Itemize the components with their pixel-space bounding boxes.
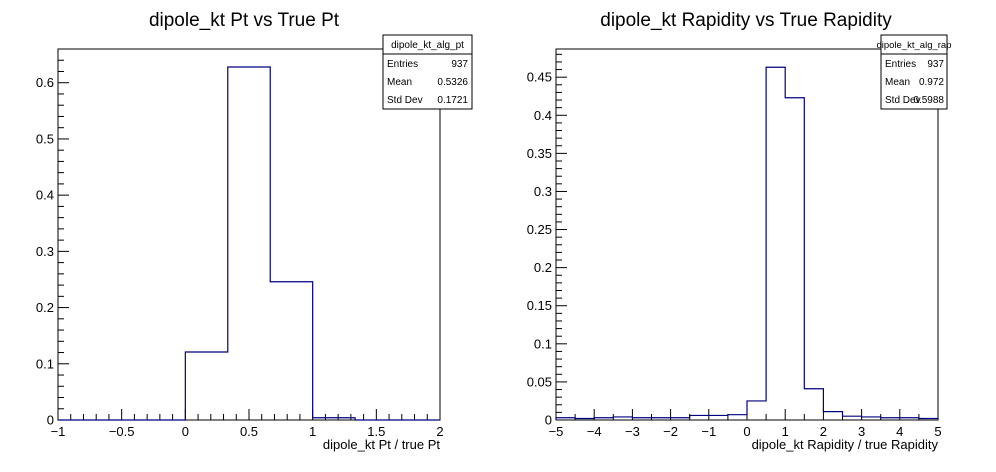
y-tick-label: 0.4 xyxy=(534,108,552,123)
y-tick-label: 0.25 xyxy=(527,222,552,237)
x-tick-label: 1 xyxy=(309,424,316,439)
stats-name: dipole_kt_alg_rap xyxy=(876,40,951,51)
chart-title: dipole_kt Rapidity vs True Rapidity xyxy=(600,10,892,31)
y-tick-label: 0.6 xyxy=(36,75,54,90)
x-tick-label: 0 xyxy=(743,424,750,439)
x-tick-label: 1 xyxy=(782,424,789,439)
y-tick-label: 0.3 xyxy=(534,184,552,199)
stats-stddev-label: Std Dev xyxy=(885,95,921,106)
x-tick-label: 3 xyxy=(858,424,865,439)
y-tick-label: 0 xyxy=(47,413,54,428)
y-tick-label: 0.2 xyxy=(36,300,54,315)
x-tick-label: 5 xyxy=(934,424,941,439)
x-tick-label: 4 xyxy=(896,424,903,439)
stats-entries-label: Entries xyxy=(885,59,916,70)
stats-entries-label: Entries xyxy=(387,59,418,70)
x-tick-label: −3 xyxy=(625,424,640,439)
stats-mean-value: 0.972 xyxy=(919,77,944,88)
x-axis-label: dipole_kt Pt / true Pt xyxy=(323,437,440,452)
y-tick-label: 0.15 xyxy=(527,298,552,313)
histogram-outline xyxy=(555,66,939,420)
x-tick-label: −1 xyxy=(51,424,66,439)
x-tick-label: 0 xyxy=(182,424,189,439)
y-tick-label: 0.2 xyxy=(534,260,552,275)
panel-pt: dipole_kt Pt vs True Pt −1 −0.5 0 0.5 1 1.5 2 0… xyxy=(36,10,473,452)
stats-entries-value: 937 xyxy=(927,59,944,70)
x-tick-label: 1.5 xyxy=(367,424,385,439)
stats-box: dipole_kt_alg_rap Entries 937 Mean 0.972… xyxy=(876,34,952,110)
y-tick-label: 0.1 xyxy=(534,336,552,351)
histogram-outline xyxy=(58,66,440,421)
x-axis-label: dipole_kt Rapidity / true Rapidity xyxy=(752,437,939,452)
x-tick-label: −2 xyxy=(663,424,678,439)
panel-rapidity: dipole_kt Rapidity vs True Rapidity −5 −4… xyxy=(527,10,952,452)
axis-ticks xyxy=(555,53,939,421)
axis-tick-labels: −1 −0.5 0 0.5 1 1.5 2 0 0.1 0.2 0.3 0.4 0.5 0.6 xyxy=(36,75,444,439)
stats-stddev-label: Std Dev xyxy=(387,95,423,106)
stats-box: dipole_kt_alg_pt Entries 937 Mean 0.5326… xyxy=(382,34,473,110)
x-tick-label: 2 xyxy=(436,424,443,439)
stats-values-box xyxy=(880,53,948,110)
stats-mean-label: Mean xyxy=(885,77,910,88)
stats-name: dipole_kt_alg_pt xyxy=(391,40,464,51)
y-tick-label: 0.3 xyxy=(36,244,54,259)
stats-values-box xyxy=(382,53,473,110)
y-tick-label: 0.45 xyxy=(527,70,552,85)
x-tick-label: 2 xyxy=(820,424,827,439)
x-tick-label: −0.5 xyxy=(109,424,135,439)
x-tick-label: −5 xyxy=(549,424,564,439)
stats-mean-value: 0.5326 xyxy=(437,77,468,88)
chart-title: dipole_kt Pt vs True Pt xyxy=(149,10,340,31)
x-tick-label: −4 xyxy=(587,424,602,439)
stats-entries-value: 937 xyxy=(451,59,468,70)
axis-ticks xyxy=(57,48,441,421)
stats-mean-label: Mean xyxy=(387,77,412,88)
axis-tick-labels: −5 −4 −3 −2 −1 0 1 2 3 4 5 0 0.05 0.1 0.15 0.2 0.25 0.3 0.… xyxy=(527,70,942,439)
stats-stddev-value: 0.5988 xyxy=(913,95,944,106)
y-tick-label: 0.4 xyxy=(36,188,54,203)
x-tick-label: −1 xyxy=(701,424,716,439)
y-tick-label: 0.1 xyxy=(36,356,54,371)
y-tick-label: 0.05 xyxy=(527,374,552,389)
y-tick-label: 0.5 xyxy=(36,131,54,146)
y-tick-label: 0.35 xyxy=(527,146,552,161)
y-tick-label: 0 xyxy=(545,413,552,428)
stats-stddev-value: 0.1721 xyxy=(437,95,468,106)
x-tick-label: 0.5 xyxy=(240,424,258,439)
